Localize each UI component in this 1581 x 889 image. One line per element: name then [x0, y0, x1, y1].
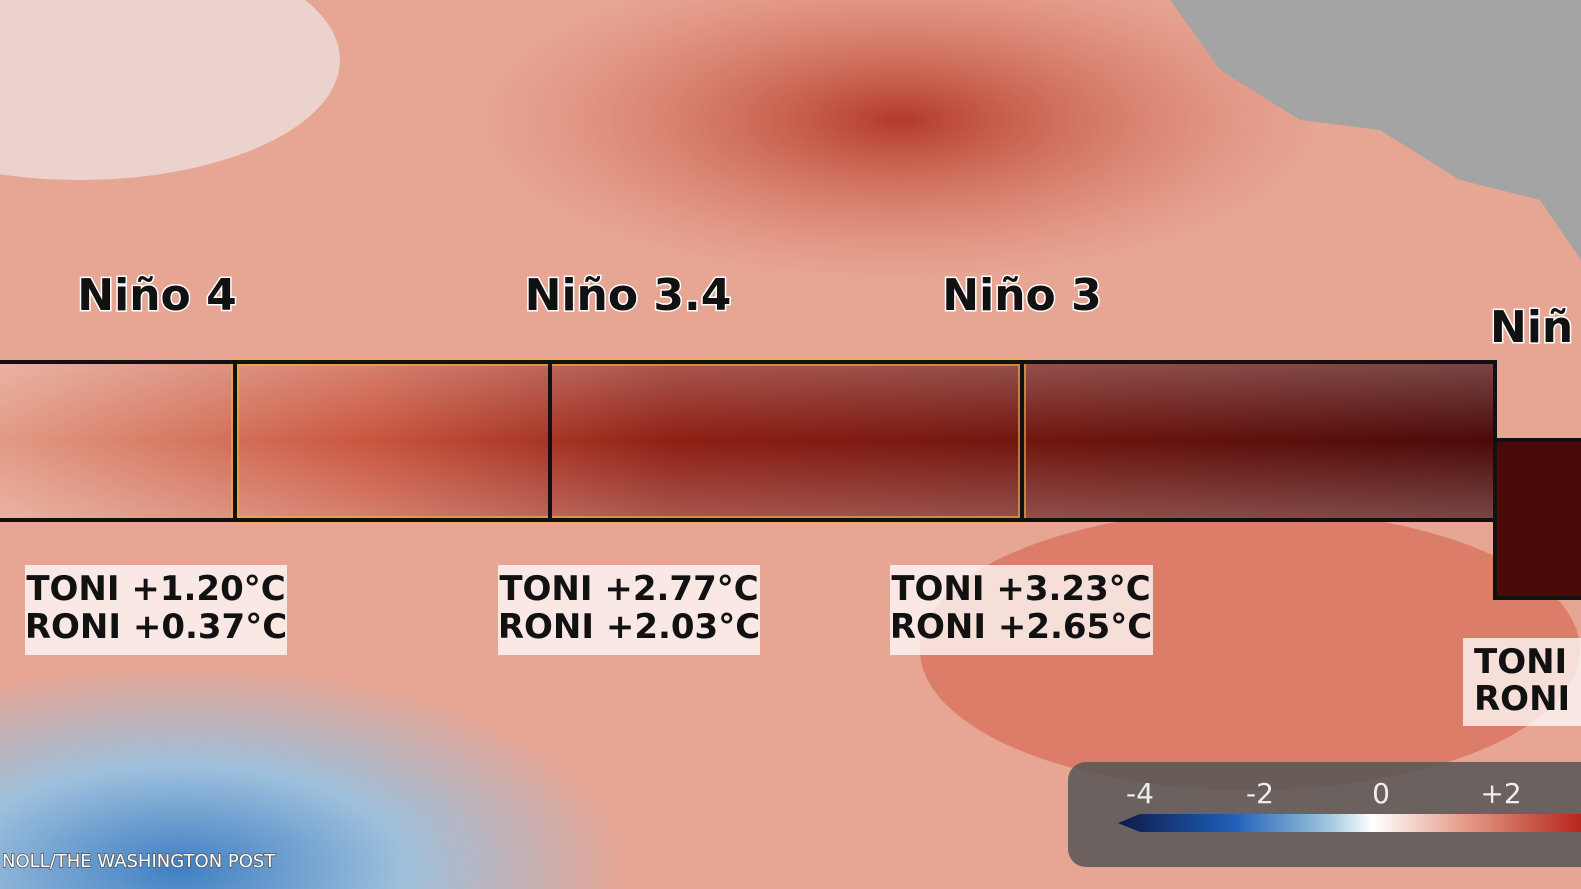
roni-value: RONI +2.03°C: [498, 607, 760, 647]
credit: NOLL/THE WASHINGTON POST: [2, 851, 276, 872]
equatorial-band: [1495, 440, 1581, 598]
region-label: Niño 3: [942, 270, 1101, 321]
cool-area: [0, 480, 900, 889]
value-box: [498, 565, 760, 655]
warm-area: [480, 0, 1320, 280]
region-label: Niño 4: [77, 270, 236, 321]
land: [1170, 0, 1581, 260]
toni-value: TONI +2.77°C: [499, 569, 758, 609]
color-bar: [1118, 814, 1581, 832]
legend-tick: -2: [1246, 777, 1274, 810]
toni-value: TONI +1.20°C: [26, 569, 285, 609]
legend-tick: 0: [1372, 777, 1390, 810]
roni-value: RONI +2.65°C: [890, 607, 1152, 647]
nino12-box: [1493, 438, 1581, 600]
legend-tick: +2: [1480, 777, 1521, 810]
value-box: [1463, 638, 1581, 726]
value-box: [25, 565, 287, 655]
toni-value: TONI: [1474, 642, 1567, 682]
roni-value: RONI +0.37°C: [25, 607, 287, 647]
roni-value: RONI: [1474, 679, 1570, 719]
region-label: Niño 3.4: [525, 270, 732, 321]
region-label: Niñ: [1490, 302, 1573, 353]
legend-tick: -4: [1126, 777, 1154, 810]
value-box: [890, 565, 1153, 655]
toni-value: TONI +3.23°C: [891, 569, 1150, 609]
cool-area: [0, 0, 340, 180]
equatorial-band: [0, 362, 1495, 520]
